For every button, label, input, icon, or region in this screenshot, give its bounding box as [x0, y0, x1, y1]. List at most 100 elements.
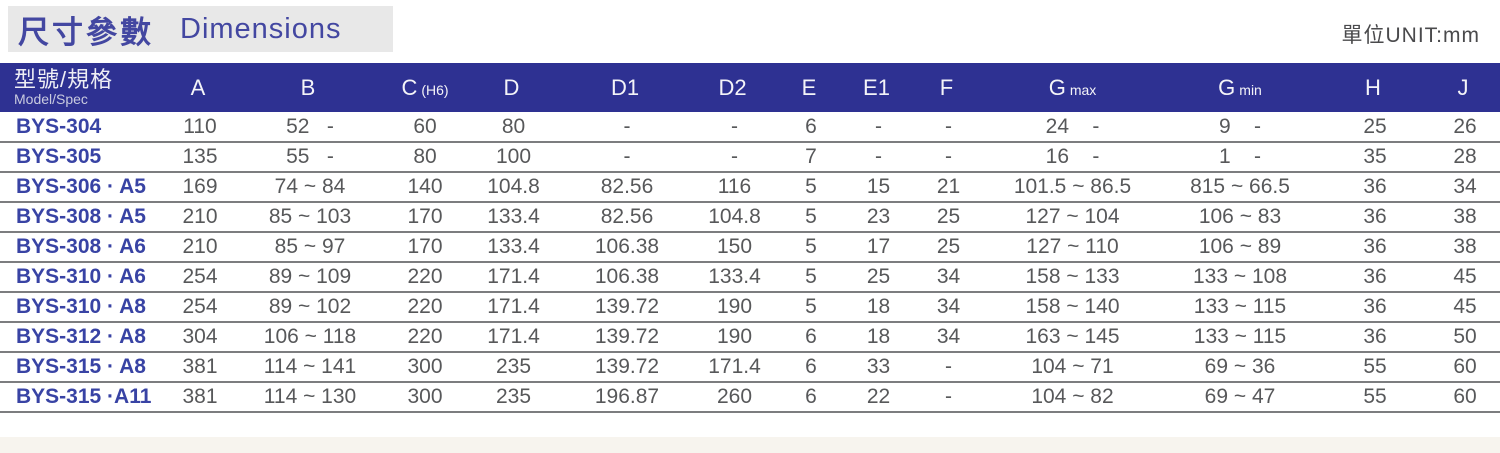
col-header-b: B — [235, 63, 385, 112]
value-cell: 80 — [501, 114, 526, 138]
col-header-j: J — [1430, 63, 1500, 112]
value-cell: 5 — [805, 235, 817, 258]
value-cell: 163 ~ 145 — [1025, 325, 1120, 348]
value-cell: 7 — [805, 145, 817, 168]
value-cell: 55 — [1363, 355, 1387, 378]
model-cell: BYS-312 · A8 — [16, 325, 146, 348]
col-label: E — [801, 74, 817, 100]
value-cell: 139.72 — [594, 325, 660, 348]
value-cell: 133 ~ 108 — [1192, 265, 1287, 288]
value-cell: 235 — [495, 355, 532, 378]
value-cell: 133 ~ 115 — [1193, 325, 1287, 348]
model-cell: BYS-308 · A5 — [16, 205, 146, 228]
col-header-d2: D2 — [692, 63, 777, 112]
value-cell: 210 — [182, 205, 218, 228]
model-cell: BYS-306 · A5 — [16, 175, 146, 198]
value-cell: 127 ~ 104 — [1025, 205, 1120, 228]
value-cell: 106 ~ 118 — [263, 325, 357, 348]
value-cell: 85 ~ 97 — [274, 235, 346, 258]
header-row: 型號/規格 Model/Spec A B C (H6) D D1 D2 E E1 … — [0, 63, 1500, 112]
value-cell: 17 — [866, 235, 891, 258]
value-cell: 171.4 — [708, 355, 761, 378]
value-cell: 133.4 — [487, 235, 540, 258]
value-cell: 38 — [1453, 205, 1477, 228]
value-cell: 104.8 — [708, 205, 761, 228]
model-cell: BYS-308 · A6 — [16, 235, 146, 258]
col-label: J — [1457, 74, 1469, 100]
value-cell: 18 — [866, 325, 891, 348]
value-cell: - — [731, 145, 738, 168]
value-cell: 106.38 — [594, 235, 660, 258]
value-cell: 9 - — [1218, 114, 1261, 138]
col-label: D2 — [718, 74, 747, 100]
value-cell: 101.5 ~ 86.5 — [1013, 175, 1132, 198]
value-cell: 114 ~ 141 — [263, 355, 357, 378]
value-cell: 158 ~ 140 — [1025, 295, 1120, 318]
value-cell: 5 — [805, 205, 817, 228]
value-cell: - — [945, 145, 952, 168]
col-label: D — [503, 74, 520, 100]
value-cell: - — [731, 114, 738, 138]
value-cell: 25 — [1363, 114, 1387, 138]
value-cell: 190 — [716, 325, 753, 348]
value-cell: 171.4 — [487, 265, 540, 288]
value-cell: 1 - — [1218, 145, 1261, 168]
value-cell: 170 — [407, 235, 443, 258]
value-cell: 5 — [805, 175, 817, 198]
value-cell: 220 — [407, 265, 443, 288]
value-cell: 106 ~ 89 — [1198, 235, 1282, 258]
value-cell: 34 — [936, 265, 961, 288]
value-cell: 55 - — [286, 145, 334, 168]
value-cell: 34 — [1453, 175, 1477, 198]
value-cell: 25 — [936, 205, 961, 228]
value-cell: 220 — [407, 295, 443, 318]
value-cell: 60 — [1453, 355, 1477, 378]
col-label: H — [1365, 74, 1381, 100]
model-cell: BYS-315 ·A11 — [16, 385, 152, 408]
value-cell: 170 — [407, 205, 443, 228]
col-header-model: 型號/規格 Model/Spec — [0, 63, 165, 112]
value-cell: 50 — [1453, 325, 1477, 348]
value-cell: 106 ~ 83 — [1198, 205, 1282, 228]
value-cell: 140 — [407, 175, 443, 198]
col-header-f: F — [912, 63, 985, 112]
value-cell: 381 — [182, 355, 218, 378]
value-cell: - — [875, 114, 882, 138]
value-cell: 100 — [495, 145, 532, 168]
value-cell: 89 ~ 109 — [268, 265, 352, 288]
value-cell: 133 ~ 115 — [1193, 295, 1287, 318]
value-cell: 133.4 — [487, 205, 540, 228]
value-cell: 36 — [1363, 175, 1387, 198]
col-label: A — [190, 74, 206, 100]
value-cell: 52 - — [286, 114, 334, 138]
col-header-a: A — [165, 63, 235, 112]
value-cell: 104.8 — [487, 175, 540, 198]
value-cell: 190 — [716, 295, 753, 318]
value-cell: 139.72 — [594, 355, 660, 378]
col-label: G — [1218, 74, 1236, 100]
value-cell: 36 — [1363, 325, 1387, 348]
value-cell: - — [875, 145, 882, 168]
value-cell: 5 — [805, 265, 817, 288]
value-cell: 114 ~ 130 — [263, 385, 357, 408]
model-cell: BYS-305 — [16, 145, 102, 168]
value-cell: 36 — [1363, 205, 1387, 228]
col-header-d1: D1 — [562, 63, 692, 112]
value-cell: 116 — [717, 175, 752, 198]
value-cell: 89 ~ 102 — [268, 295, 352, 318]
value-cell: 45 — [1453, 265, 1477, 288]
value-cell: 80 — [413, 145, 437, 168]
col-label: G — [1048, 74, 1066, 100]
col-label: B — [300, 74, 316, 100]
value-cell: 82.56 — [600, 175, 654, 198]
value-cell: 38 — [1453, 235, 1477, 258]
model-cell: BYS-315 · A8 — [16, 355, 146, 378]
value-cell: 135 — [182, 145, 218, 168]
value-cell: 254 — [182, 295, 218, 318]
value-cell: 69 ~ 36 — [1204, 355, 1276, 378]
value-cell: 33 — [866, 355, 891, 378]
value-cell: 104 ~ 82 — [1031, 385, 1114, 408]
col-label: E1 — [863, 74, 890, 100]
